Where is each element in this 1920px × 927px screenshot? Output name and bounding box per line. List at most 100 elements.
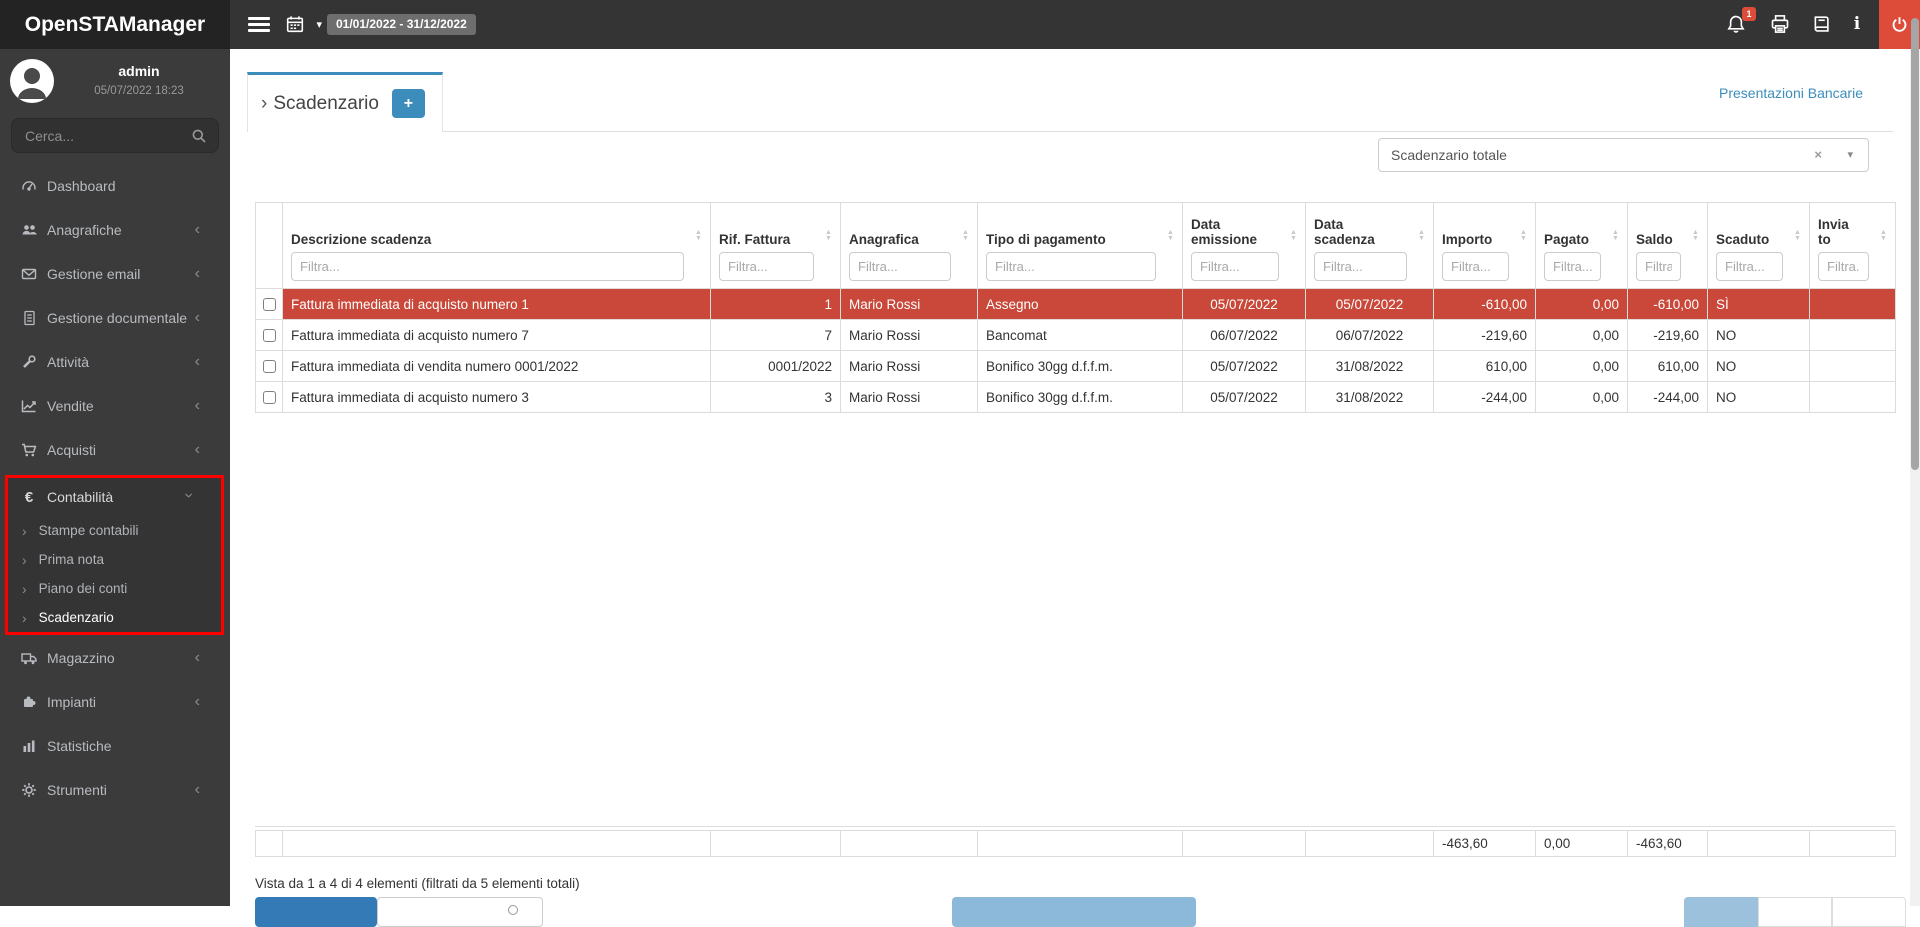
row-checkbox[interactable] xyxy=(263,360,276,373)
sidebar-item-dashboard[interactable]: Dashboard xyxy=(0,164,230,208)
date-range-badge[interactable]: 01/01/2022 - 31/12/2022 xyxy=(327,14,476,35)
sidebar-subitem-prima-nota[interactable]: › Prima nota xyxy=(8,545,221,574)
search-input[interactable] xyxy=(12,119,182,152)
sidebar-item-gestione-documentale[interactable]: Gestione documentale ‹ xyxy=(0,296,230,340)
filter-input-tipo-pagamento[interactable] xyxy=(986,252,1156,281)
add-button[interactable]: + xyxy=(392,89,425,118)
sidebar-item-strumenti[interactable]: Strumenti ‹ xyxy=(0,768,230,812)
column-header-descrizione[interactable]: Descrizione scadenza ▲▼ xyxy=(283,203,711,289)
page-length-select[interactable] xyxy=(377,897,543,927)
info-button[interactable]: i xyxy=(1846,14,1868,36)
column-header-rif-fattura[interactable]: Rif. Fattura ▲▼ xyxy=(711,203,841,289)
filter-input-pagato[interactable] xyxy=(1544,252,1601,281)
sidebar-item-gestione-email[interactable]: Gestione email ‹ xyxy=(0,252,230,296)
search-icon[interactable] xyxy=(191,128,207,144)
column-header-importo[interactable]: Importo ▲▼ xyxy=(1434,203,1536,289)
cell-descrizione: Fattura immediata di acquisto numero 7 xyxy=(283,320,711,351)
filter-input-importo[interactable] xyxy=(1442,252,1509,281)
pagination-info-button[interactable] xyxy=(952,897,1196,927)
sidebar-item-statistiche[interactable]: Statistiche xyxy=(0,724,230,768)
chevron-left-icon: ‹ xyxy=(195,694,200,710)
scrollbar-thumb[interactable] xyxy=(1911,18,1919,470)
filter-input-anagrafica[interactable] xyxy=(849,252,951,281)
cell-pagamento: Bancomat xyxy=(978,320,1183,351)
print-button[interactable] xyxy=(1770,14,1792,36)
totals-row: -463,60 0,00 -463,60 xyxy=(255,830,1896,857)
sort-icon: ▲▼ xyxy=(1611,230,1620,242)
sidebar-subitem-stampe-contabili[interactable]: › Stampe contabili xyxy=(8,516,221,545)
column-header-data-scadenza[interactable]: Data scadenza ▲▼ xyxy=(1306,203,1434,289)
pagination xyxy=(1684,897,1906,927)
column-header-pagato[interactable]: Pagato ▲▼ xyxy=(1536,203,1628,289)
sidebar-subitem-label: Stampe contabili xyxy=(39,523,139,538)
pagination-current-page[interactable] xyxy=(1684,897,1758,927)
sidebar-item-attivita[interactable]: Attività ‹ xyxy=(0,340,230,384)
select-column-header xyxy=(256,203,283,289)
filter-input-saldo[interactable] xyxy=(1636,252,1681,281)
topbar: ▾ 01/01/2022 - 31/12/2022 1 i xyxy=(230,0,1920,49)
row-checkbox[interactable] xyxy=(263,298,276,311)
sidebar-item-anagrafiche[interactable]: Anagrafiche ‹ xyxy=(0,208,230,252)
sort-icon: ▲▼ xyxy=(1289,230,1298,242)
user-login-datetime: 05/07/2022 18:23 xyxy=(54,85,224,97)
total-pagato: 0,00 xyxy=(1536,831,1628,857)
cell-scaduto: NO xyxy=(1708,382,1810,413)
column-header-saldo[interactable]: Saldo ▲▼ xyxy=(1628,203,1708,289)
row-checkbox[interactable] xyxy=(263,329,276,342)
sidebar-item-label: Dashboard xyxy=(47,178,116,194)
totals-empty-cell xyxy=(256,831,283,857)
pagination-button[interactable] xyxy=(1758,897,1832,927)
chevron-right-icon: › xyxy=(22,552,27,568)
sort-icon: ▲▼ xyxy=(1519,230,1528,242)
filter-input-rif-fattura[interactable] xyxy=(719,252,814,281)
clear-icon[interactable]: × xyxy=(1814,139,1822,171)
column-header-data-emissione[interactable]: Data emissione ▲▼ xyxy=(1183,203,1306,289)
filter-input-inviato[interactable] xyxy=(1818,252,1869,281)
table-row[interactable]: Fattura immediata di vendita numero 0001… xyxy=(256,351,1896,382)
sidebar-item-vendite[interactable]: Vendite ‹ xyxy=(0,384,230,428)
sidebar-item-impianti[interactable]: Impianti ‹ xyxy=(0,680,230,724)
sidebar-subitem-piano-dei-conti[interactable]: › Piano dei conti xyxy=(8,574,221,603)
sidebar-subitem-scadenzario[interactable]: › Scadenzario xyxy=(8,603,221,632)
presentazioni-bancarie-link[interactable]: Presentazioni Bancarie xyxy=(1719,85,1863,101)
totals-empty-cell xyxy=(283,831,711,857)
filter-input-data-emissione[interactable] xyxy=(1191,252,1279,281)
filter-input-scaduto[interactable] xyxy=(1716,252,1783,281)
row-checkbox[interactable] xyxy=(263,391,276,404)
cell-anagrafica: Mario Rossi xyxy=(841,289,978,320)
bulk-action-button[interactable] xyxy=(255,897,377,927)
pagination-button[interactable] xyxy=(1832,897,1906,927)
cell-inviato xyxy=(1810,289,1896,320)
table-row-overdue[interactable]: Fattura immediata di acquisto numero 1 1… xyxy=(256,289,1896,320)
filter-input-data-scadenza[interactable] xyxy=(1314,252,1407,281)
column-header-anagrafica[interactable]: Anagrafica ▲▼ xyxy=(841,203,978,289)
table-row[interactable]: Fattura immediata di acquisto numero 7 7… xyxy=(256,320,1896,351)
totals-empty-cell xyxy=(841,831,978,857)
calendar-icon[interactable]: ▾ xyxy=(286,15,322,35)
tab-scadenzario[interactable]: › Scadenzario + xyxy=(247,72,443,132)
sidebar-item-acquisti[interactable]: Acquisti ‹ xyxy=(0,428,230,472)
chevron-right-icon: › xyxy=(22,523,27,539)
sort-icon: ▲▼ xyxy=(1879,230,1888,242)
users-icon xyxy=(18,222,40,238)
column-label: Inviato xyxy=(1818,217,1851,247)
column-label: Anagrafica xyxy=(849,232,951,247)
sidebar-item-magazzino[interactable]: Magazzino ‹ xyxy=(0,636,230,680)
filter-input-descrizione[interactable] xyxy=(291,252,684,281)
totals-empty-cell xyxy=(1708,831,1810,857)
docs-button[interactable] xyxy=(1811,14,1833,36)
sidebar-search xyxy=(11,118,219,153)
column-header-inviato[interactable]: Inviato ▲▼ xyxy=(1810,203,1896,289)
table-row[interactable]: Fattura immediata di acquisto numero 3 3… xyxy=(256,382,1896,413)
sidebar-item-label: Strumenti xyxy=(47,782,107,798)
app-logo[interactable]: OpenSTAManager xyxy=(0,0,230,49)
cell-scadenza: 31/08/2022 xyxy=(1306,382,1434,413)
sidebar-item-contabilita[interactable]: € Contabilità › xyxy=(8,478,221,516)
column-header-scaduto[interactable]: Scaduto ▲▼ xyxy=(1708,203,1810,289)
total-importo: -463,60 xyxy=(1434,831,1536,857)
column-header-tipo-pagamento[interactable]: Tipo di pagamento ▲▼ xyxy=(978,203,1183,289)
scadenzario-filter-select[interactable]: Scadenzario totale × ▾ xyxy=(1378,138,1869,172)
menu-toggle-icon[interactable] xyxy=(248,17,270,32)
notifications-button[interactable]: 1 xyxy=(1726,14,1748,36)
sidebar-item-label: Gestione email xyxy=(47,266,140,282)
